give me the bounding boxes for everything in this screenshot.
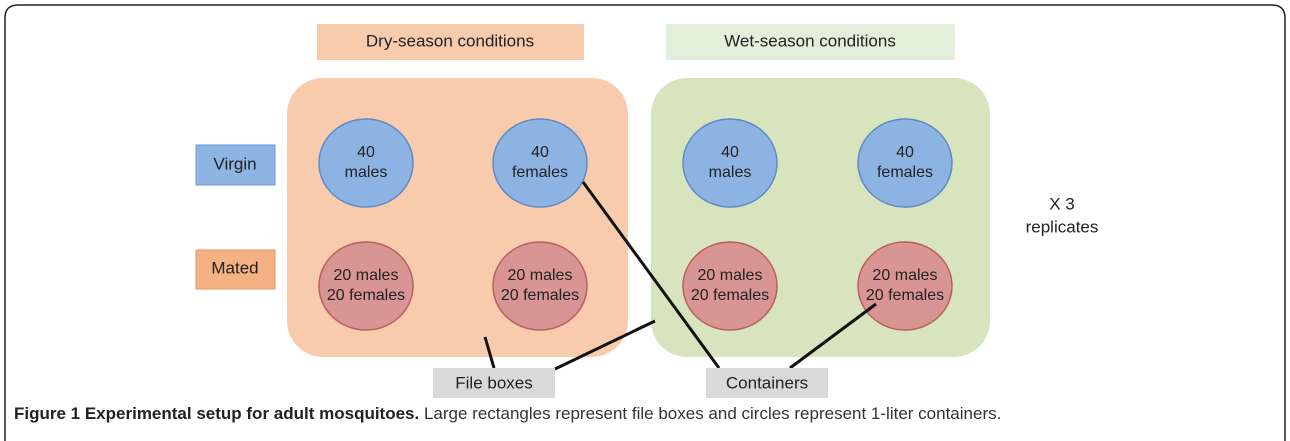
condition-box bbox=[317, 24, 584, 60]
container-label: 20 males bbox=[698, 267, 763, 284]
container-circle bbox=[857, 241, 953, 331]
connector bbox=[789, 302, 877, 370]
container-label: 40 bbox=[357, 144, 375, 161]
container-label: 20 males bbox=[334, 267, 399, 284]
container-label: 20 females bbox=[691, 287, 769, 304]
container-label: males bbox=[709, 164, 752, 181]
container-label: 20 females bbox=[327, 287, 405, 304]
callout-label: Containers bbox=[726, 373, 808, 392]
condition-label: Wet-season conditions bbox=[724, 31, 896, 50]
container-label: 20 males bbox=[508, 267, 573, 284]
callout-label: File boxes bbox=[455, 373, 532, 392]
row-box bbox=[195, 144, 276, 186]
container-circle bbox=[318, 118, 414, 208]
frame bbox=[4, 4, 1286, 441]
connector bbox=[581, 181, 721, 369]
callout-box bbox=[433, 368, 555, 398]
row-label: Virgin bbox=[213, 154, 256, 173]
container-circle bbox=[682, 241, 778, 331]
container-label: 40 bbox=[531, 144, 549, 161]
caption-title: Figure 1 Experimental setup for adult mo… bbox=[14, 404, 419, 423]
container-label: females bbox=[877, 164, 933, 181]
container-label: 40 bbox=[896, 144, 914, 161]
container-label: 20 males bbox=[873, 267, 938, 284]
row-label: Mated bbox=[211, 258, 258, 277]
container-circle bbox=[492, 241, 588, 331]
container-label: 20 females bbox=[866, 287, 944, 304]
container-label: males bbox=[345, 164, 388, 181]
caption: Figure 1 Experimental setup for adult mo… bbox=[14, 404, 1001, 423]
caption-text: Large rectangles represent file boxes an… bbox=[419, 404, 1001, 423]
connector bbox=[554, 319, 656, 371]
container-circle bbox=[492, 118, 588, 208]
connectors bbox=[483, 181, 877, 371]
container-circle bbox=[857, 118, 953, 208]
row-box bbox=[195, 249, 276, 290]
connector bbox=[483, 336, 496, 369]
container-label: 40 bbox=[721, 144, 739, 161]
replicates: X 3 bbox=[1049, 194, 1075, 213]
callout-box bbox=[706, 368, 828, 398]
container-circle bbox=[318, 241, 414, 331]
container-label: 20 females bbox=[501, 287, 579, 304]
container-circle bbox=[682, 118, 778, 208]
container-label: females bbox=[512, 164, 568, 181]
condition-label: Dry-season conditions bbox=[366, 31, 534, 50]
replicates: replicates bbox=[1026, 217, 1099, 236]
condition-box bbox=[666, 24, 955, 60]
